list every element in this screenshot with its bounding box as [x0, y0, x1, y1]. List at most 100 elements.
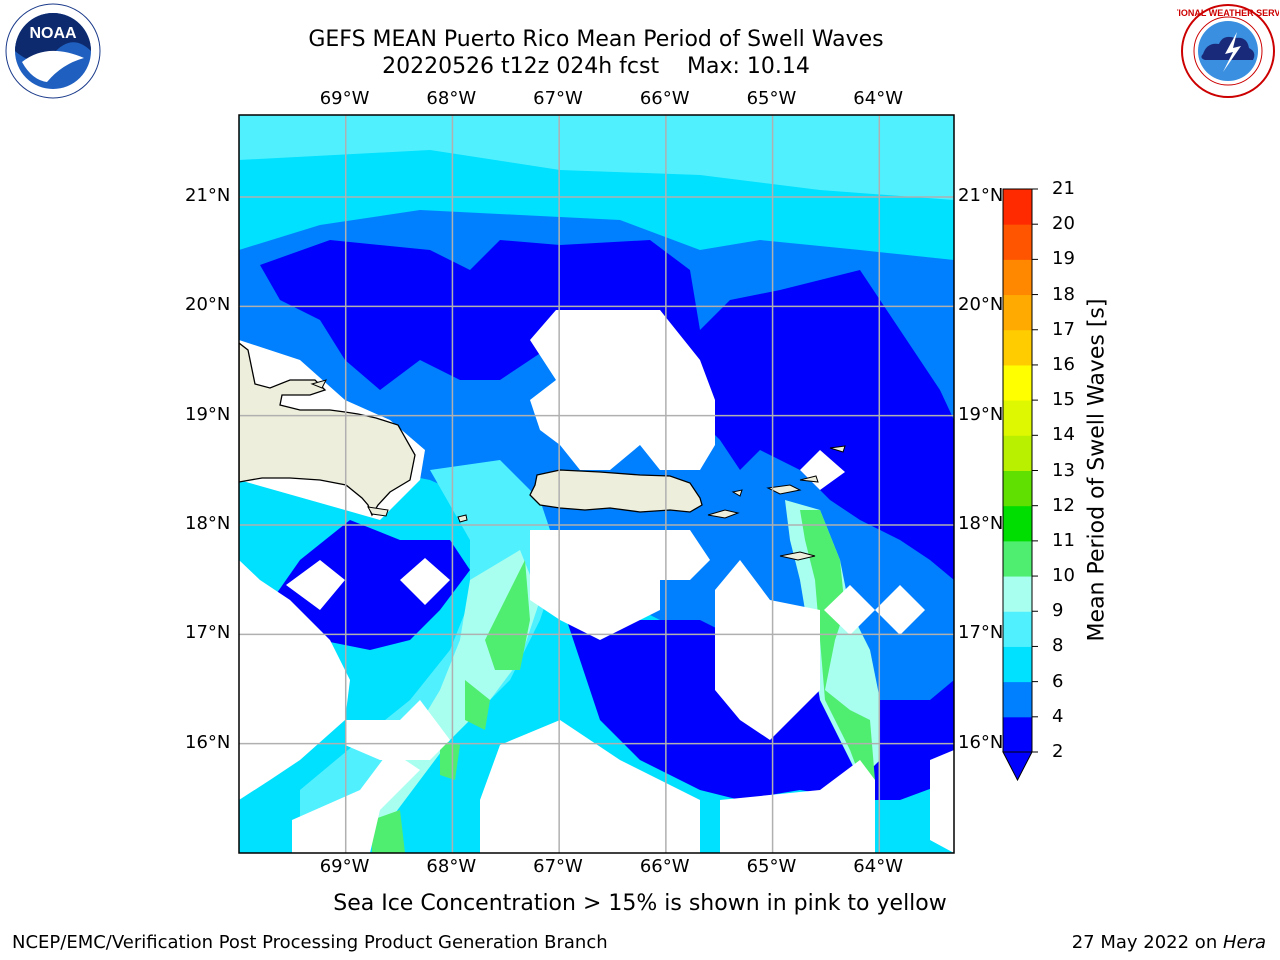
missing-data-south-west-2 — [292, 750, 420, 853]
lat-label-left: 16°N — [185, 731, 231, 753]
colorbar-band — [1003, 540, 1032, 577]
swell-contour-10-11-east — [800, 510, 875, 790]
land-st-croix — [779, 551, 816, 561]
colorbar-tick-label: 17 — [1052, 318, 1075, 340]
land-culebra — [731, 489, 743, 497]
missing-data-southwest — [239, 560, 350, 800]
lat-label-right: 18°N — [958, 513, 1004, 534]
map-gridlines — [239, 115, 954, 853]
lat-label-right: 16°N — [958, 731, 1004, 753]
land-virgin-islands — [766, 484, 802, 495]
colorbar-band — [1003, 576, 1032, 612]
land-vieques — [707, 509, 740, 519]
swell-contour-10-11-d — [372, 810, 405, 853]
missing-data-patch-1 — [286, 560, 345, 610]
colorbar-tick-label: 6 — [1052, 670, 1064, 692]
colorbar — [1002, 188, 1038, 782]
colorbar-band — [1003, 259, 1032, 296]
missing-data-south-east — [720, 760, 875, 853]
lat-label-right: 20°N — [958, 294, 1004, 316]
colorbar-band — [1003, 646, 1032, 683]
land-samana — [310, 379, 327, 389]
colorbar-tick-label: 16 — [1052, 353, 1075, 375]
land-puerto-rico — [529, 469, 703, 513]
land-hispaniola — [239, 342, 416, 517]
lat-label-right: 19°N — [958, 403, 1004, 425]
swell-contour-2-4-west — [265, 520, 470, 650]
missing-data-sw-center — [345, 700, 450, 760]
lat-label-right: 21°N — [958, 185, 1004, 206]
missing-data-patch-3 — [824, 585, 875, 635]
lon-label-bottom: 68°W — [426, 856, 477, 877]
missing-data-patch-2 — [400, 558, 450, 605]
lon-label-bottom: 69°W — [319, 856, 370, 877]
noaa-logo: NOAA — [5, 3, 101, 99]
footer-credit: NCEP/EMC/Verification Post Processing Pr… — [12, 932, 608, 953]
colorbar-band — [1003, 294, 1032, 331]
colorbar-tick-label: 2 — [1052, 741, 1064, 762]
lon-label-top: 69°W — [319, 88, 370, 109]
colorbar-band — [1003, 189, 1032, 225]
svg-text:NATIONAL WEATHER SERVICE: NATIONAL WEATHER SERVICE — [1177, 8, 1279, 18]
missing-data-east-central — [715, 560, 820, 740]
map-plot-area — [239, 115, 954, 853]
colorbar-tick-label: 12 — [1052, 494, 1075, 516]
colorbar-tick-label: 4 — [1052, 705, 1064, 727]
lat-label-left: 18°N — [185, 513, 231, 534]
colorbar-tick-label: 9 — [1052, 600, 1064, 622]
colorbar-band — [1003, 224, 1032, 260]
colorbar-tick-label: 14 — [1052, 424, 1075, 446]
lat-label-right: 17°N — [958, 622, 1004, 644]
footer-date: 27 May 2022 on Hera — [1071, 932, 1266, 953]
lon-label-bottom: 64°W — [853, 856, 903, 877]
lon-label-top: 65°W — [746, 88, 797, 109]
colorbar-band — [1003, 470, 1032, 507]
colorbar-tick-label: 18 — [1052, 283, 1075, 305]
lon-label-top: 64°W — [853, 88, 903, 109]
colorbar-band — [1003, 611, 1032, 647]
colorbar-band — [1003, 505, 1032, 542]
lat-label-left: 19°N — [185, 403, 231, 425]
colorbar-tick-label: 10 — [1052, 565, 1075, 587]
colorbar-band — [1003, 716, 1032, 753]
map-frame — [238, 114, 955, 854]
lon-label-top: 66°W — [639, 88, 690, 109]
map-title: GEFS MEAN Puerto Rico Mean Period of Swe… — [308, 27, 884, 52]
land-anegada — [829, 445, 846, 453]
missing-data-patch-4 — [875, 585, 925, 635]
land-virgin-islands-2 — [799, 475, 819, 483]
lon-label-bottom: 66°W — [639, 856, 690, 877]
colorbar-band — [1003, 329, 1032, 366]
lon-label-bottom: 67°W — [533, 856, 583, 877]
map-subtitle: 20220526 t12z 024h fcst Max: 10.14 — [382, 54, 810, 79]
swell-contour-8-9-north — [239, 115, 954, 200]
footer-host: Hera — [1222, 932, 1266, 953]
missing-data-far-southeast — [930, 750, 954, 853]
lat-label-left: 21°N — [185, 185, 231, 206]
missing-data-central — [530, 530, 710, 640]
colorbar-tick-label: 15 — [1052, 389, 1075, 411]
colorbar-band — [1003, 364, 1032, 401]
lon-label-bottom: 65°W — [746, 856, 797, 877]
colorbar-band — [1003, 681, 1032, 718]
colorbar-tick-label: 13 — [1052, 459, 1075, 481]
colorbar-tick-label: 19 — [1052, 248, 1075, 270]
swell-contour-10-11-b — [465, 680, 490, 730]
colorbar-tick-label: 21 — [1052, 178, 1075, 199]
colorbar-band — [1003, 400, 1032, 436]
svg-text:NOAA: NOAA — [29, 25, 77, 42]
land-saona — [367, 506, 389, 517]
colorbar-extend-arrow — [1002, 751, 1033, 782]
lat-label-left: 20°N — [185, 294, 231, 316]
swell-contour-2-4-north — [260, 240, 954, 580]
colorbar-tick-label: 11 — [1052, 529, 1075, 551]
colorbar-tick-label: 8 — [1052, 635, 1064, 657]
land-mona-island — [457, 514, 468, 523]
missing-data-north — [530, 310, 715, 470]
colorbar-tick-label: 20 — [1052, 213, 1075, 235]
swell-contour-10-11-a — [485, 560, 530, 670]
lon-label-top: 67°W — [533, 88, 583, 109]
colorbar-band — [1003, 435, 1032, 471]
lat-label-left: 17°N — [185, 622, 231, 644]
